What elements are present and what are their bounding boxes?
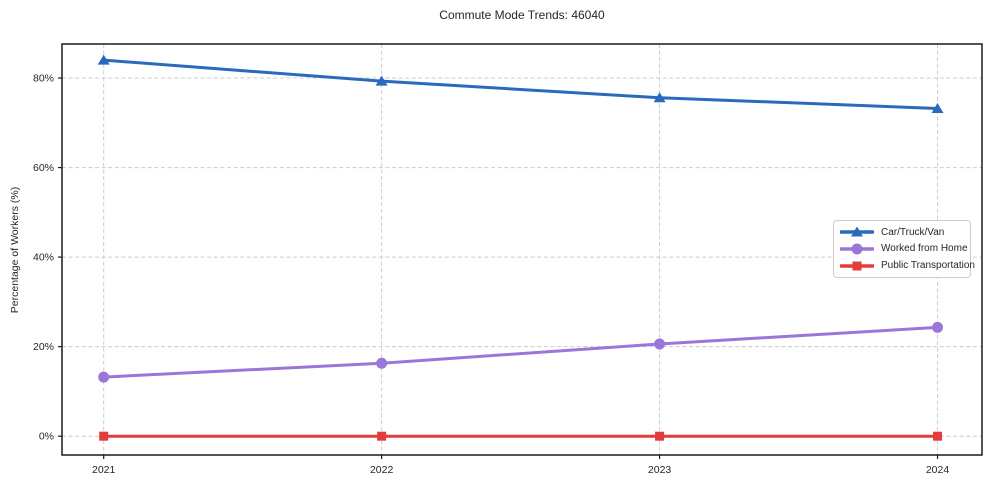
legend-item: Car/Truck/Van	[840, 226, 964, 238]
y-tick-label: 80%	[33, 73, 54, 85]
y-tick-label: 40%	[33, 252, 54, 264]
y-tick-label: 20%	[33, 341, 54, 353]
series-marker-car-truck-van	[653, 92, 666, 103]
x-tick-label: 2024	[926, 464, 950, 476]
legend-label: Public Transportation	[881, 260, 975, 272]
series-marker-car-truck-van	[931, 102, 944, 113]
series-marker-worked-from-home	[376, 357, 388, 369]
legend-label: Worked from Home	[881, 243, 968, 255]
series-marker-worked-from-home	[932, 321, 944, 333]
legend-item: Worked from Home	[840, 243, 968, 255]
series-marker-worked-from-home	[654, 338, 666, 350]
series-line-worked-from-home	[102, 325, 940, 379]
plot-border	[61, 43, 983, 456]
series-marker-car-truck-van	[375, 75, 388, 86]
legend-sample-marker	[851, 226, 863, 237]
series-marker-public-transportation	[377, 431, 387, 441]
series-marker-public-transportation	[933, 431, 943, 441]
series-marker-public-transportation	[99, 431, 109, 441]
legend-item: Public Transportation	[840, 260, 975, 272]
chart-title: Commute Mode Trends: 46040	[439, 8, 605, 22]
legend-marker-public-transportation-icon	[840, 261, 874, 271]
y-tick-label: 60%	[33, 162, 54, 174]
series-marker-worked-from-home	[98, 371, 110, 383]
legend-sample-marker	[852, 261, 862, 271]
legend-label: Car/Truck/Van	[881, 226, 945, 238]
legend-sample-marker	[851, 243, 863, 255]
x-tick-label: 2022	[370, 464, 394, 476]
x-tick-label: 2021	[92, 464, 116, 476]
legend-marker-worked-from-home-icon	[840, 243, 874, 255]
legend: Car/Truck/Van Worked from Home Public Tr…	[833, 220, 975, 278]
series-line-car-truck-van	[102, 58, 940, 110]
x-tick-label: 2023	[648, 464, 672, 476]
series-marker-car-truck-van	[97, 54, 110, 65]
y-tick-label: 0%	[39, 431, 54, 443]
legend-marker-car-truck-van-icon	[840, 226, 874, 237]
series-marker-public-transportation	[655, 431, 665, 441]
